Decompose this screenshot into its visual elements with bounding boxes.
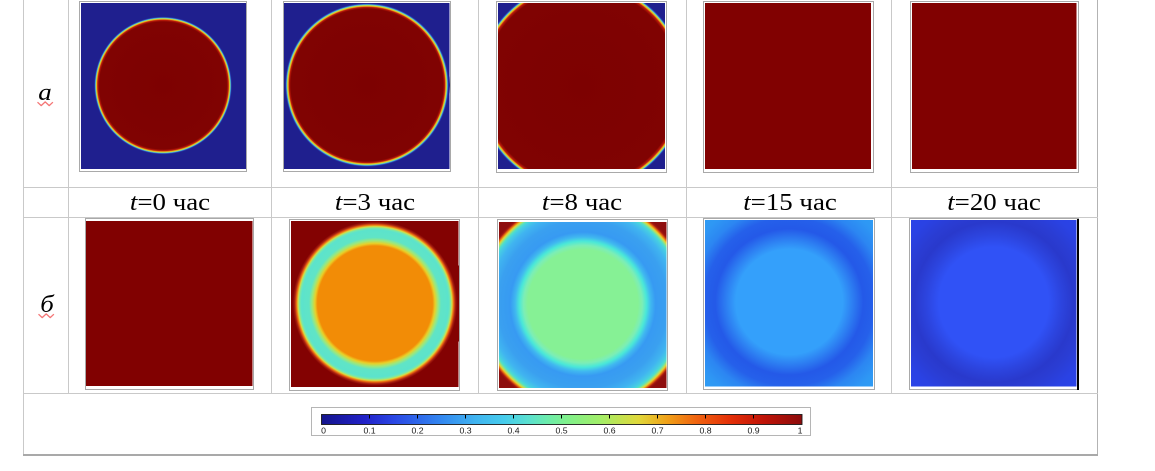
svg-text:0.8: 0.8 bbox=[699, 425, 711, 435]
svg-text:0.5: 0.5 bbox=[555, 425, 567, 435]
svg-text:0.3: 0.3 bbox=[459, 425, 471, 435]
svg-text:0.1: 0.1 bbox=[363, 425, 375, 435]
svg-text:0.4: 0.4 bbox=[507, 425, 519, 435]
svg-text:0.6: 0.6 bbox=[603, 425, 615, 435]
svg-text:1: 1 bbox=[797, 425, 802, 435]
svg-text:0.2: 0.2 bbox=[411, 425, 423, 435]
svg-text:0.9: 0.9 bbox=[747, 425, 759, 435]
svg-text:0: 0 bbox=[321, 425, 326, 435]
svg-text:0.7: 0.7 bbox=[651, 425, 663, 435]
